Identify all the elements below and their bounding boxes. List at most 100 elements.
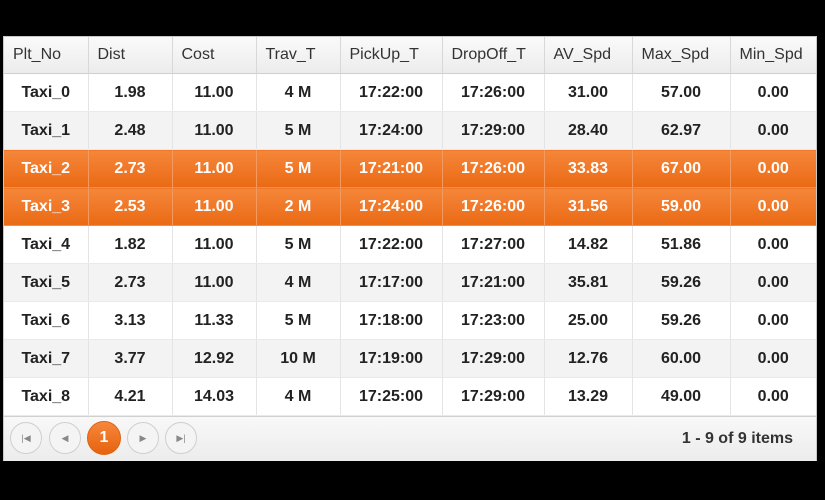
prev-page-button[interactable]: ◀ (49, 422, 81, 454)
cell-min-spd[interactable]: 0.00 (730, 377, 816, 416)
cell-cost[interactable]: 11.00 (172, 263, 257, 302)
cell-dist[interactable]: 3.13 (88, 301, 173, 340)
cell-plt-no[interactable]: Taxi_3 (4, 187, 89, 226)
cell-trav-t[interactable]: 5 M (256, 225, 341, 264)
cell-trav-t[interactable]: 5 M (256, 301, 341, 340)
cell-dist[interactable]: 1.98 (88, 73, 173, 112)
cell-pickup-t[interactable]: 17:25:00 (340, 377, 443, 416)
cell-plt-no[interactable]: Taxi_1 (4, 111, 89, 150)
cell-max-spd[interactable]: 62.97 (632, 111, 731, 150)
cell-plt-no[interactable]: Taxi_6 (4, 301, 89, 340)
cell-pickup-t[interactable]: 17:18:00 (340, 301, 443, 340)
cell-dist[interactable]: 2.73 (88, 263, 173, 302)
cell-pickup-t[interactable]: 17:17:00 (340, 263, 443, 302)
cell-cost[interactable]: 14.03 (172, 377, 257, 416)
cell-min-spd[interactable]: 0.00 (730, 149, 816, 188)
cell-dist[interactable]: 3.77 (88, 339, 173, 378)
cell-dropoff-t[interactable]: 17:29:00 (442, 111, 545, 150)
col-header-av-spd[interactable]: AV_Spd (544, 37, 633, 74)
cell-cost[interactable]: 12.92 (172, 339, 257, 378)
cell-dropoff-t[interactable]: 17:26:00 (442, 73, 545, 112)
cell-min-spd[interactable]: 0.00 (730, 225, 816, 264)
cell-pickup-t[interactable]: 17:24:00 (340, 111, 443, 150)
cell-min-spd[interactable]: 0.00 (730, 187, 816, 226)
cell-pickup-t[interactable]: 17:22:00 (340, 73, 443, 112)
cell-dropoff-t[interactable]: 17:21:00 (442, 263, 545, 302)
cell-trav-t[interactable]: 4 M (256, 263, 341, 302)
cell-av-spd[interactable]: 25.00 (544, 301, 633, 340)
cell-max-spd[interactable]: 51.86 (632, 225, 731, 264)
cell-pickup-t[interactable]: 17:19:00 (340, 339, 443, 378)
table-row[interactable]: Taxi_5 2.73 11.00 4 M 17:17:00 17:21:00 35.81 5… (4, 263, 816, 302)
cell-plt-no[interactable]: Taxi_2 (4, 149, 89, 188)
cell-av-spd[interactable]: 28.40 (544, 111, 633, 150)
cell-av-spd[interactable]: 33.83 (544, 149, 633, 188)
cell-dropoff-t[interactable]: 17:29:00 (442, 377, 545, 416)
cell-cost[interactable]: 11.33 (172, 301, 257, 340)
cell-dist[interactable]: 2.73 (88, 149, 173, 188)
cell-av-spd[interactable]: 12.76 (544, 339, 633, 378)
cell-max-spd[interactable]: 59.00 (632, 187, 731, 226)
cell-pickup-t[interactable]: 17:24:00 (340, 187, 443, 226)
next-page-button[interactable]: ▶ (127, 422, 159, 454)
cell-plt-no[interactable]: Taxi_8 (4, 377, 89, 416)
cell-av-spd[interactable]: 13.29 (544, 377, 633, 416)
current-page-button[interactable]: 1 (87, 421, 121, 455)
cell-av-spd[interactable]: 31.56 (544, 187, 633, 226)
col-header-pickup-t[interactable]: PickUp_T (340, 37, 443, 74)
table-row[interactable]: Taxi_7 3.77 12.92 10 M 17:19:00 17:29:00 12.76… (4, 339, 816, 378)
table-row[interactable]: Taxi_6 3.13 11.33 5 M 17:18:00 17:23:00 25.00 5… (4, 301, 816, 340)
cell-max-spd[interactable]: 57.00 (632, 73, 731, 112)
cell-max-spd[interactable]: 67.00 (632, 149, 731, 188)
cell-dropoff-t[interactable]: 17:29:00 (442, 339, 545, 378)
cell-cost[interactable]: 11.00 (172, 225, 257, 264)
cell-dropoff-t[interactable]: 17:26:00 (442, 149, 545, 188)
cell-max-spd[interactable]: 59.26 (632, 263, 731, 302)
table-row[interactable]: Taxi_1 2.48 11.00 5 M 17:24:00 17:29:00 28.40 6… (4, 111, 816, 150)
col-header-min-spd[interactable]: Min_Spd (730, 37, 816, 74)
cell-min-spd[interactable]: 0.00 (730, 263, 816, 302)
cell-dropoff-t[interactable]: 17:26:00 (442, 187, 545, 226)
cell-dropoff-t[interactable]: 17:27:00 (442, 225, 545, 264)
cell-cost[interactable]: 11.00 (172, 111, 257, 150)
col-header-trav-t[interactable]: Trav_T (256, 37, 341, 74)
cell-plt-no[interactable]: Taxi_7 (4, 339, 89, 378)
col-header-max-spd[interactable]: Max_Spd (632, 37, 731, 74)
cell-trav-t[interactable]: 4 M (256, 377, 341, 416)
cell-trav-t[interactable]: 5 M (256, 149, 341, 188)
cell-plt-no[interactable]: Taxi_4 (4, 225, 89, 264)
cell-max-spd[interactable]: 59.26 (632, 301, 731, 340)
cell-pickup-t[interactable]: 17:22:00 (340, 225, 443, 264)
cell-max-spd[interactable]: 49.00 (632, 377, 731, 416)
cell-cost[interactable]: 11.00 (172, 73, 257, 112)
cell-plt-no[interactable]: Taxi_5 (4, 263, 89, 302)
col-header-dropoff-t[interactable]: DropOff_T (442, 37, 545, 74)
cell-min-spd[interactable]: 0.00 (730, 73, 816, 112)
cell-av-spd[interactable]: 31.00 (544, 73, 633, 112)
last-page-button[interactable]: ▶| (165, 422, 197, 454)
cell-av-spd[interactable]: 14.82 (544, 225, 633, 264)
cell-dist[interactable]: 2.48 (88, 111, 173, 150)
table-row[interactable]: Taxi_4 1.82 11.00 5 M 17:22:00 17:27:00 14.82 5… (4, 225, 816, 264)
col-header-dist[interactable]: Dist (88, 37, 173, 74)
cell-dist[interactable]: 1.82 (88, 225, 173, 264)
cell-dropoff-t[interactable]: 17:23:00 (442, 301, 545, 340)
cell-trav-t[interactable]: 5 M (256, 111, 341, 150)
cell-trav-t[interactable]: 10 M (256, 339, 341, 378)
cell-min-spd[interactable]: 0.00 (730, 339, 816, 378)
table-row[interactable]: Taxi_2 2.73 11.00 5 M 17:21:00 17:26:00 33.83 6… (4, 149, 816, 188)
cell-av-spd[interactable]: 35.81 (544, 263, 633, 302)
cell-min-spd[interactable]: 0.00 (730, 111, 816, 150)
cell-plt-no[interactable]: Taxi_0 (4, 73, 89, 112)
cell-pickup-t[interactable]: 17:21:00 (340, 149, 443, 188)
cell-trav-t[interactable]: 2 M (256, 187, 341, 226)
cell-min-spd[interactable]: 0.00 (730, 301, 816, 340)
cell-dist[interactable]: 2.53 (88, 187, 173, 226)
table-row[interactable]: Taxi_0 1.98 11.00 4 M 17:22:00 17:26:00 31.00 5… (4, 73, 816, 112)
cell-max-spd[interactable]: 60.00 (632, 339, 731, 378)
table-row[interactable]: Taxi_3 2.53 11.00 2 M 17:24:00 17:26:00 31.56 5… (4, 187, 816, 226)
first-page-button[interactable]: |◀ (10, 422, 42, 454)
table-row[interactable]: Taxi_8 4.21 14.03 4 M 17:25:00 17:29:00 13.29 4… (4, 377, 816, 416)
col-header-cost[interactable]: Cost (172, 37, 257, 74)
cell-trav-t[interactable]: 4 M (256, 73, 341, 112)
